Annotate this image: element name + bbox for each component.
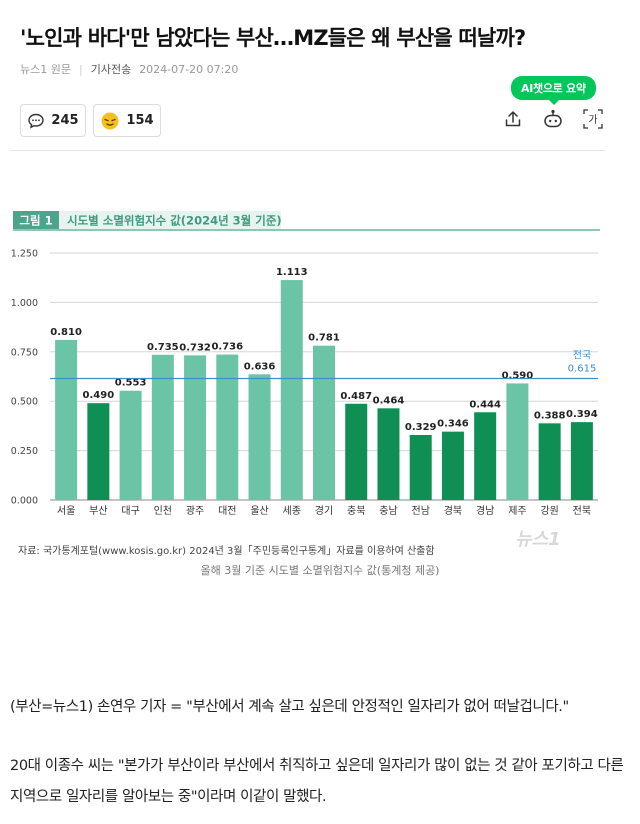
y-tick-label: 0.000: [11, 496, 38, 507]
y-tick-label: 1.250: [11, 249, 38, 260]
bar-value-label: 0.444: [469, 399, 501, 410]
bar-value-label: 0.394: [566, 409, 598, 420]
x-tick-label: 인천: [154, 505, 172, 517]
bar: [313, 345, 335, 500]
x-tick-label: 전북: [573, 505, 591, 517]
extinction-risk-bar-chart: 그림 1 시도별 소멸위험지수 값(2024년 3월 기준) 0.000 0.25…: [11, 211, 600, 557]
send-type: 기사전송: [90, 63, 132, 76]
bar-value-label: 0.810: [50, 327, 82, 338]
header-divider: [10, 150, 605, 151]
article-timestamp: 2024-07-20 07:20: [139, 62, 239, 76]
y-tick-label: 0.750: [11, 347, 38, 358]
x-tick-label: 광주: [186, 505, 204, 517]
bar-value-label: 0.490: [83, 390, 115, 401]
y-tick-label: 1.000: [11, 298, 38, 309]
ai-summary-badge[interactable]: AI챗으로 요약: [511, 76, 596, 105]
bar: [409, 434, 432, 500]
chart-title-bg: [59, 211, 281, 229]
article-paragraph: (부산=뉴스1) 손연우 기자 = "부산에서 계속 살고 싶은데 안정적인 일…: [10, 699, 569, 715]
bar: [248, 374, 271, 500]
bar-value-label: 0.553: [115, 378, 147, 389]
bar: [538, 423, 561, 500]
font-size-icon[interactable]: 가: [580, 106, 606, 132]
share-icon[interactable]: [500, 106, 526, 132]
bar: [55, 339, 78, 500]
bar: [474, 412, 497, 500]
bar-value-label: 0.487: [340, 391, 372, 402]
bar-value-label: 1.113: [276, 267, 308, 278]
figure-caption: 올해 3월 기준 시도별 소멸위험지수 값(통계청 제공): [200, 564, 440, 577]
bar: [151, 354, 174, 500]
reaction-count: 154: [126, 113, 154, 128]
x-tick-label: 부산: [89, 505, 107, 517]
x-tick-label: 충남: [379, 505, 397, 517]
press-name[interactable]: 뉴스1 원문: [20, 63, 71, 76]
ai-bot-icon[interactable]: [540, 106, 566, 132]
font-size-label: 가: [588, 114, 597, 126]
chart-source: 자료: 국가통계포털(www.kosis.go.kr) 2024년 3월「주민등…: [18, 544, 435, 557]
chart-tag-bg: [13, 211, 59, 229]
chart-figure: 그림 1 시도별 소멸위험지수 값(2024년 3월 기준) 0.000 0.25…: [10, 205, 606, 585]
bar-value-label: 0.636: [244, 361, 276, 372]
bar: [441, 431, 464, 500]
x-tick-label: 대구: [121, 505, 139, 517]
bar: [119, 390, 142, 500]
y-tick-label: 0.250: [11, 446, 38, 457]
bar: [570, 422, 593, 500]
national-average-value: 0.615: [568, 363, 597, 374]
x-tick-label: 대전: [218, 505, 236, 517]
bar-value-label: 0.346: [437, 419, 469, 430]
bar-value-label: 0.736: [211, 342, 243, 353]
bar-value-label: 0.781: [308, 333, 340, 344]
news1-watermark: 뉴스1: [515, 529, 561, 550]
x-tick-label: 경북: [444, 504, 462, 517]
smiley-icon: [100, 111, 120, 131]
bar-value-label: 0.732: [179, 342, 211, 353]
chart-tag: 그림 1: [19, 214, 52, 228]
bar-value-label: 0.388: [534, 410, 566, 421]
bar-value-label: 0.735: [147, 342, 179, 353]
x-tick-label: 서울: [57, 505, 75, 517]
article-headline: '노인과 바다'만 남았다는 부산…MZ들은 왜 부산을 떠날까?: [20, 26, 526, 50]
x-tick-label: 경남: [476, 504, 494, 517]
national-average-label: 전국: [573, 349, 591, 361]
reaction-button[interactable]: 154: [93, 104, 161, 137]
bar: [345, 403, 368, 500]
bar-value-label: 0.464: [373, 395, 405, 406]
y-tick-label: 0.500: [11, 397, 38, 408]
bar: [184, 355, 207, 500]
x-tick-label: 강원: [540, 505, 558, 517]
x-tick-label: 전남: [412, 505, 430, 517]
bar: [377, 408, 400, 500]
comment-button[interactable]: 245: [20, 104, 86, 137]
x-tick-label: 제주: [508, 505, 526, 517]
bar-value-label: 0.329: [405, 422, 437, 433]
article-paragraph: 20대 이종수 씨는 "본가가 부산이라 부산에서 취직하고 싶은데 일자리가 …: [10, 758, 624, 805]
x-tick-label: 울산: [250, 505, 268, 517]
x-tick-label: 세종: [283, 505, 301, 517]
article-meta: 뉴스1 원문 | 기사전송 2024-07-20 07:20: [20, 61, 238, 77]
bar: [216, 354, 239, 500]
comment-count: 245: [51, 113, 79, 128]
x-tick-label: 경기: [315, 504, 333, 517]
x-tick-label: 충북: [347, 505, 365, 517]
bar-value-label: 0.590: [502, 370, 534, 381]
chart-title: 시도별 소멸위험지수 값(2024년 3월 기준): [67, 214, 282, 228]
speech-bubble-icon: [27, 112, 45, 130]
bar: [506, 383, 529, 500]
bar: [87, 403, 110, 500]
meta-separator: |: [78, 62, 83, 76]
bar: [280, 280, 303, 500]
